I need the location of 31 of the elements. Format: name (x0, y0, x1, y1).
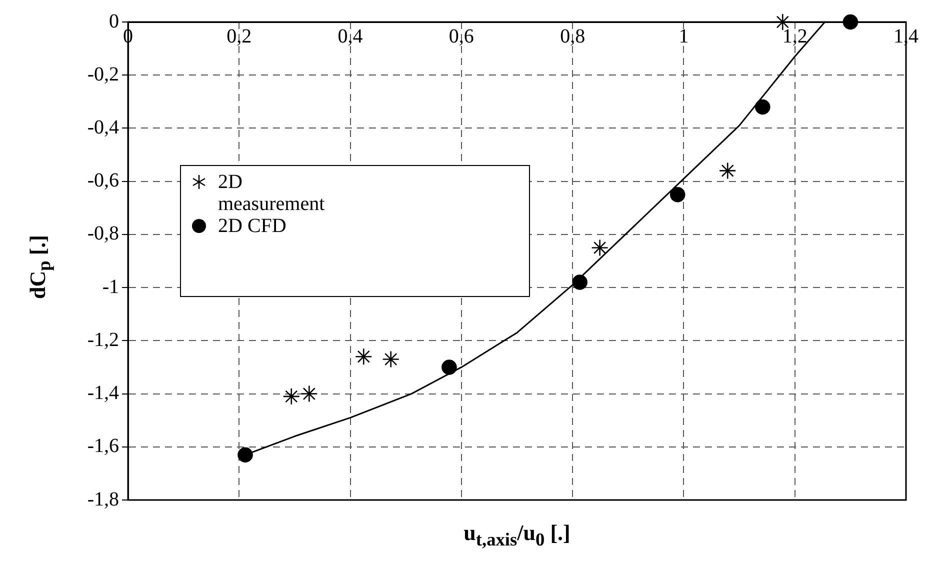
point (238, 447, 253, 463)
x-tick-label: 0,2 (226, 25, 252, 48)
point (300, 385, 318, 402)
y-tick-label: -1,2 (87, 328, 119, 351)
x-tick-label: 1 (678, 25, 689, 48)
y-tick-label: -0,6 (87, 170, 119, 192)
x-tick-label: 0,4 (338, 25, 363, 48)
point (282, 388, 300, 406)
point (382, 350, 400, 368)
x-axis-title: u$_{t,axis}$/u$_{0}$ [.] (462, 520, 572, 550)
point (754, 99, 770, 115)
y-tick-label: -1,8 (87, 488, 119, 510)
y-tick-label: -1,4 (87, 382, 119, 404)
y-tick-label: 0 (109, 10, 119, 32)
point (354, 348, 372, 366)
x-tick-label: 0,8 (560, 25, 586, 48)
x-tick-label: 1,2 (782, 25, 808, 48)
y-tick-label: -0,8 (87, 222, 119, 245)
y-tick-label: -1,6 (87, 435, 119, 458)
x-tick-label: 0,6 (448, 25, 474, 48)
point (774, 13, 792, 31)
point (572, 274, 588, 290)
legend-label: 2D measurement (218, 171, 326, 215)
point (442, 360, 457, 375)
y-tick-label: -0,4 (87, 116, 119, 138)
y-tick-label: -0,2 (87, 63, 119, 86)
legend-label: 2D CFD (218, 215, 288, 237)
point (670, 186, 686, 202)
point (718, 162, 736, 180)
y-tick-label: -1 (102, 276, 119, 298)
point (591, 239, 608, 256)
